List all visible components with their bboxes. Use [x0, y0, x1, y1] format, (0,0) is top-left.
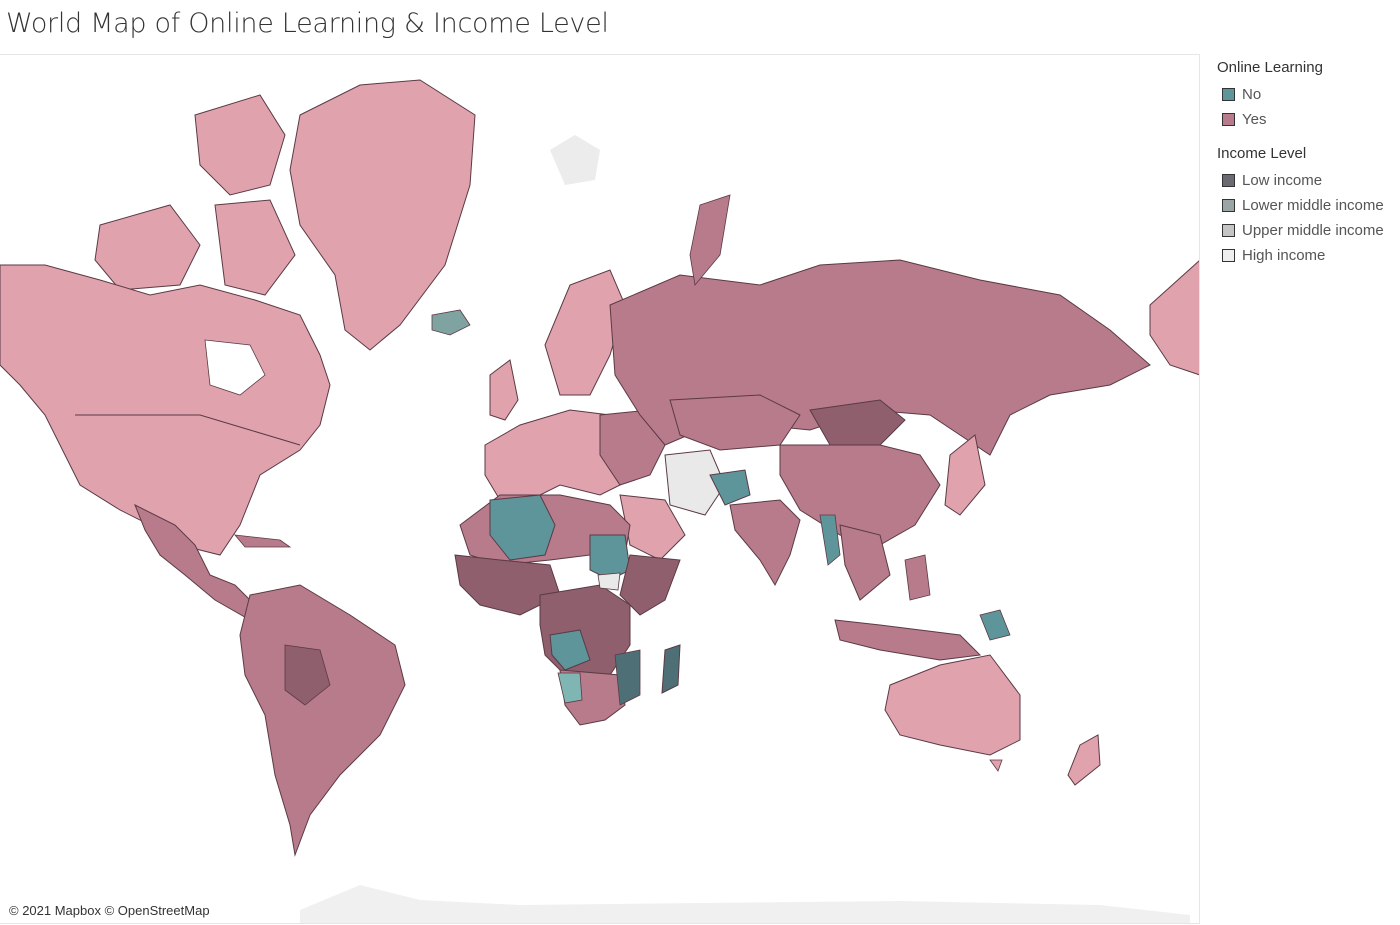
- legend-label-lower-middle-income: Lower middle income: [1242, 197, 1384, 214]
- canada-islands-region[interactable]: [94, 94, 296, 296]
- madagascar-region[interactable]: [661, 644, 681, 694]
- greenland-region[interactable]: [289, 79, 476, 351]
- png-region[interactable]: [979, 609, 1011, 641]
- tasmania-region[interactable]: [989, 759, 1003, 772]
- cuba-region[interactable]: [234, 534, 292, 548]
- legend-swatch-high-income: [1222, 249, 1235, 262]
- page-title: World Map of Online Learning & Income Le…: [6, 8, 609, 39]
- svalbard-region: [550, 135, 600, 185]
- japan-region[interactable]: [944, 434, 986, 516]
- afghanistan-region[interactable]: [709, 469, 751, 506]
- legend-item-low-income[interactable]: Low income: [1217, 168, 1397, 193]
- canada-usa-border: [75, 414, 301, 446]
- algeria-region[interactable]: [489, 494, 556, 561]
- legend-label-low-income: Low income: [1242, 172, 1323, 189]
- se-asia-region[interactable]: [839, 524, 891, 601]
- online-learning-legend-title: Online Learning: [1217, 59, 1323, 76]
- legend-item-upper-middle-income[interactable]: Upper middle income: [1217, 218, 1397, 243]
- legend-label-no: No: [1242, 86, 1262, 103]
- south-america-region[interactable]: [239, 584, 406, 857]
- iceland-region[interactable]: [431, 309, 471, 336]
- online-learning-legend: Online Learning No Yes: [1217, 58, 1397, 132]
- world-map[interactable]: © 2021 Mapbox © OpenStreetMap: [0, 54, 1200, 924]
- new-zealand-region[interactable]: [1067, 734, 1101, 786]
- legend-item-high-income[interactable]: High income: [1217, 243, 1397, 268]
- legend-swatch-upper-middle-income: [1222, 224, 1235, 237]
- income-level-legend-title: Income Level: [1217, 145, 1307, 162]
- income-level-legend: Income Level Low income Lower middle inc…: [1217, 144, 1397, 268]
- horn-africa-region[interactable]: [619, 554, 681, 616]
- legend-item-lower-middle-income[interactable]: Lower middle income: [1217, 193, 1397, 218]
- angola-region[interactable]: [549, 629, 591, 671]
- myanmar-region[interactable]: [819, 514, 841, 566]
- map-attribution[interactable]: © 2021 Mapbox © OpenStreetMap: [9, 903, 210, 918]
- novaya-zemlya-region[interactable]: [689, 194, 731, 286]
- legend-label-high-income: High income: [1242, 247, 1326, 264]
- legend-label-upper-middle-income: Upper middle income: [1242, 222, 1384, 239]
- legend-item-yes[interactable]: Yes: [1217, 107, 1397, 132]
- legend-swatch-yes: [1222, 113, 1235, 126]
- legend-swatch-lower-middle-income: [1222, 199, 1235, 212]
- south-sudan-region[interactable]: [597, 572, 621, 591]
- australia-region[interactable]: [884, 654, 1021, 756]
- iran-region[interactable]: [664, 449, 726, 516]
- antarctica-region: [300, 885, 1190, 923]
- uk-region[interactable]: [489, 359, 519, 421]
- bolivia-region[interactable]: [284, 644, 331, 706]
- alaska-east-region[interactable]: [1149, 260, 1200, 376]
- namibia-region[interactable]: [557, 672, 583, 704]
- sudan-region[interactable]: [589, 534, 631, 581]
- mozambique-region[interactable]: [614, 649, 641, 706]
- map-canvas[interactable]: [0, 55, 1200, 924]
- india-region[interactable]: [729, 499, 801, 587]
- legend-swatch-no: [1222, 88, 1235, 101]
- indonesia-region[interactable]: [834, 619, 982, 661]
- legend-swatch-low-income: [1222, 174, 1235, 187]
- legend-item-no[interactable]: No: [1217, 82, 1397, 107]
- philippines-region[interactable]: [904, 554, 931, 601]
- legend-panel: Online Learning No Yes Income Level Low …: [1217, 58, 1397, 268]
- north-america-region[interactable]: [0, 264, 331, 556]
- legend-label-yes: Yes: [1242, 111, 1267, 128]
- mongolia-region[interactable]: [809, 399, 906, 446]
- hudson-bay: [204, 339, 266, 396]
- china-region[interactable]: [779, 444, 941, 546]
